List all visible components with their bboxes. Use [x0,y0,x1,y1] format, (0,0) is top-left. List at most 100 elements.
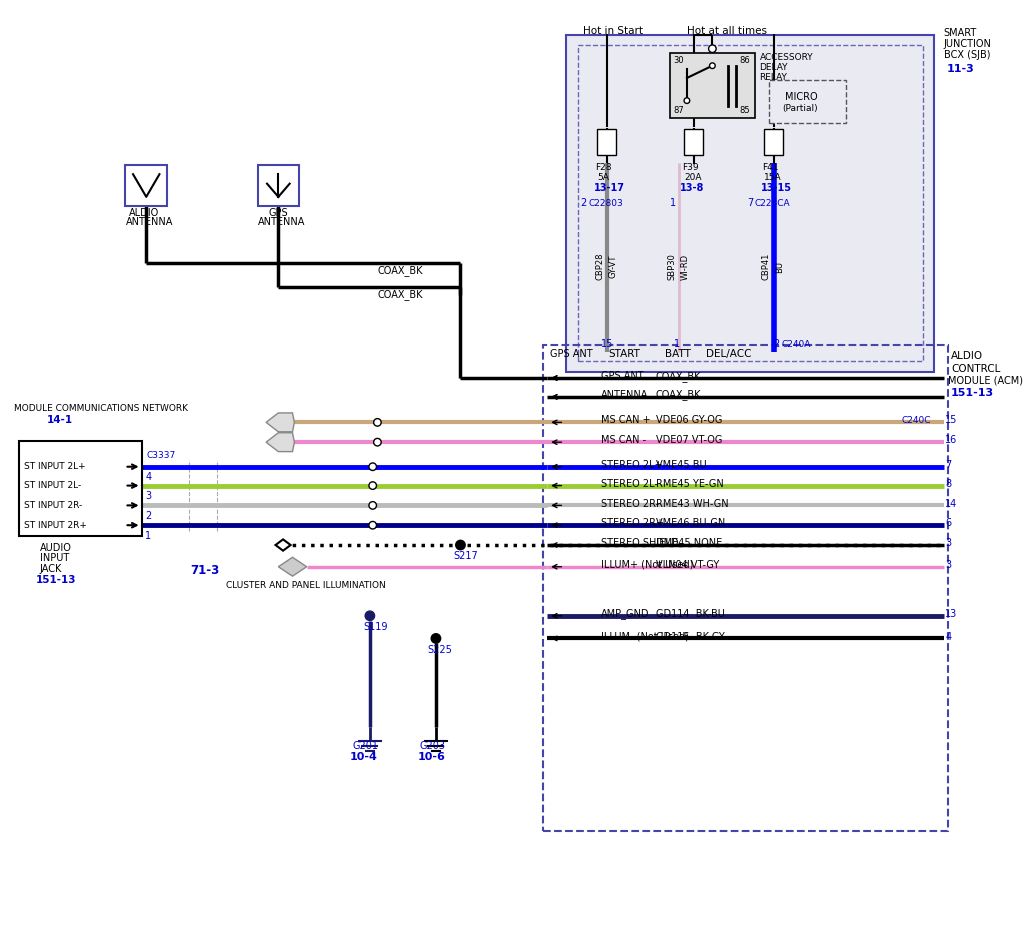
Text: ILLUM- (Not Used): ILLUM- (Not Used) [601,632,689,641]
Text: RME45 YE-GN: RME45 YE-GN [655,479,724,488]
Text: MODULE (ACM): MODULE (ACM) [948,376,1023,386]
Text: 13-17: 13-17 [594,183,625,193]
Bar [597,129,616,156]
Text: 20A: 20A [684,173,701,182]
Text: CONTRCL: CONTRCL [951,364,1000,373]
Text: VLN04 VT-GY: VLN04 VT-GY [655,560,719,570]
Bar [769,80,847,124]
Text: 151-13: 151-13 [36,575,77,585]
Bar [126,165,167,207]
Text: ACCESSORY: ACCESSORY [760,53,813,61]
Text: ST INPUT 2L+: ST INPUT 2L+ [24,462,85,472]
Text: 151-13: 151-13 [951,389,994,398]
Text: GD115  BK-GY: GD115 BK-GY [655,632,725,641]
Text: RELAY: RELAY [760,74,787,82]
Text: F28: F28 [595,163,612,173]
Text: C240C: C240C [901,416,931,425]
Text: 4: 4 [945,632,951,641]
Text: F39: F39 [682,163,698,173]
Text: 16: 16 [945,436,957,445]
Text: VME46 BU-GN: VME46 BU-GN [655,519,725,528]
Text: CBP41: CBP41 [762,253,771,280]
Circle shape [369,482,377,489]
Text: ANTENNA: ANTENNA [601,390,648,400]
Text: BU: BU [775,260,783,273]
Text: DEL/ACC: DEL/ACC [706,350,752,359]
Text: 2: 2 [581,198,587,208]
Text: 11-3: 11-3 [946,63,974,74]
Text: 7: 7 [945,460,951,470]
Text: VDE06 GY-OG: VDE06 GY-OG [655,416,722,425]
Text: ILLUM+ (Not Used): ILLUM+ (Not Used) [601,560,693,570]
Circle shape [369,521,377,529]
Circle shape [374,438,381,446]
Text: C22803: C22803 [589,199,624,208]
Text: MODULE COMMUNICATIONS NETWORK: MODULE COMMUNICATIONS NETWORK [14,404,188,413]
Text: (Partial): (Partial) [782,104,818,112]
Bar [566,35,934,372]
Text: 8: 8 [945,479,951,488]
Text: ST INPUT 2R-: ST INPUT 2R- [24,501,82,510]
Circle shape [710,63,715,69]
Text: 86: 86 [739,57,751,65]
Text: SMART: SMART [943,27,977,38]
Text: C240A: C240A [781,339,811,349]
Text: 10-6: 10-6 [418,753,445,762]
Text: 6: 6 [945,519,951,528]
Text: COAX_BK: COAX_BK [655,371,701,382]
Text: GPS: GPS [269,207,289,218]
Text: 3: 3 [945,560,951,570]
Circle shape [456,540,465,550]
Text: STEREO 2R-: STEREO 2R- [601,499,659,508]
Text: 85: 85 [739,106,751,114]
Text: AUDIO: AUDIO [40,543,72,553]
Text: GY-VT: GY-VT [609,255,617,278]
Polygon shape [266,413,294,432]
Text: GPS ANT: GPS ANT [550,350,593,359]
Text: 13-8: 13-8 [680,183,705,193]
Text: RME43 WH-GN: RME43 WH-GN [655,499,728,508]
Text: G201: G201 [353,741,379,751]
Text: STEREO 2L-: STEREO 2L- [601,479,658,488]
Circle shape [369,463,377,471]
Circle shape [431,634,440,643]
Text: 15: 15 [601,339,613,349]
Text: 5A: 5A [597,173,609,182]
Text: DELAY: DELAY [760,63,788,72]
Circle shape [709,45,716,53]
Polygon shape [279,557,306,576]
Text: 10-4: 10-4 [350,753,378,762]
Text: JACK: JACK [40,564,62,573]
Text: 13: 13 [945,609,957,619]
Text: ANTENNA: ANTENNA [258,217,305,227]
Circle shape [374,419,381,426]
Text: 87: 87 [674,106,684,114]
Text: MS CAN -: MS CAN - [601,436,646,445]
Text: JUNCTION: JUNCTION [943,39,991,49]
Text: 2: 2 [145,511,152,521]
Text: ST INPUT 2R+: ST INPUT 2R+ [24,521,86,530]
Text: ST INPUT 2L-: ST INPUT 2L- [24,481,81,490]
Bar [18,441,141,536]
Text: S119: S119 [364,622,388,632]
Text: SBP30: SBP30 [668,254,676,280]
Text: STEREO 2L+: STEREO 2L+ [601,460,663,470]
Text: Hot at all times: Hot at all times [687,25,767,36]
Text: C223CA: C223CA [755,199,791,208]
Text: AMP_GND: AMP_GND [601,608,649,620]
Text: Hot in Start: Hot in Start [583,25,643,36]
Text: MS CAN +: MS CAN + [601,416,650,425]
Text: DME45 NONE: DME45 NONE [655,538,722,548]
Text: CBP28: CBP28 [596,253,604,280]
Text: COAX_BK: COAX_BK [655,389,701,401]
Text: F41: F41 [763,163,779,173]
Text: VDE07 VT-OG: VDE07 VT-OG [655,436,722,445]
Bar [258,165,299,207]
Text: ANTENNA: ANTENNA [126,217,173,227]
Text: BCX (SJB): BCX (SJB) [943,50,990,60]
Text: 14: 14 [945,499,957,508]
Text: 3: 3 [145,491,152,501]
Text: GPS ANT: GPS ANT [601,372,644,381]
Text: BATT: BATT [666,350,691,359]
Text: 13-15: 13-15 [761,183,792,193]
